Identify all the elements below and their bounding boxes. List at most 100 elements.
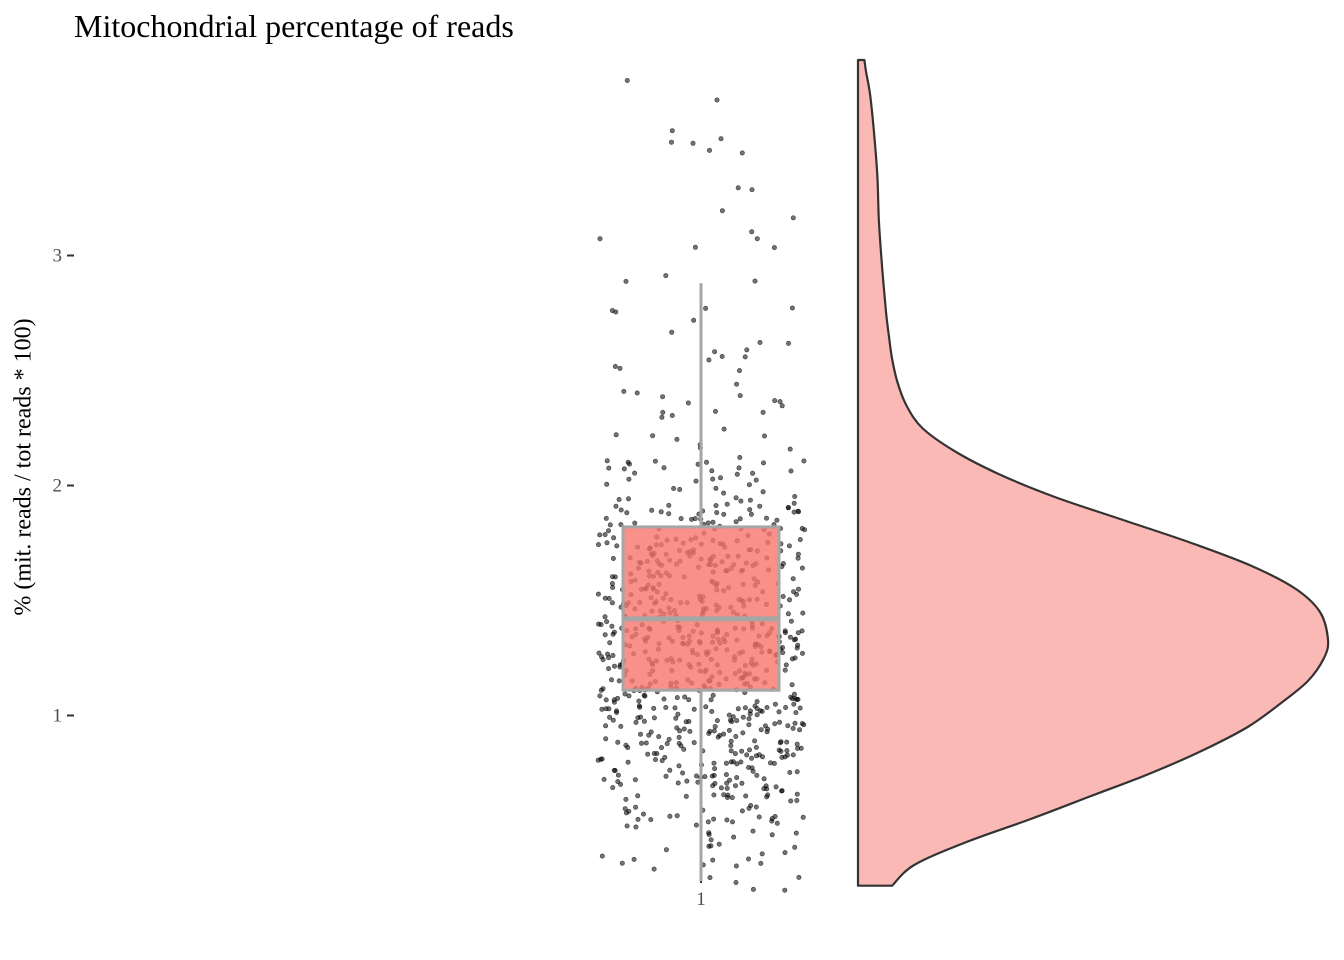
data-point [748,511,754,517]
data-point [785,611,791,617]
data-point [784,748,790,754]
data-point [606,465,612,471]
data-point [595,542,601,548]
data-point [795,642,801,648]
data-point [746,747,752,753]
data-point [726,727,732,733]
data-point [674,813,680,819]
data-point [734,718,740,724]
data-point [607,714,613,720]
data-point [772,701,778,707]
data-point [745,856,751,862]
data-point [693,822,699,828]
data-point [765,792,771,798]
data-point [713,485,719,491]
data-point [676,740,682,746]
data-point [785,340,791,346]
data-point [772,813,778,819]
data-point [797,705,803,711]
data-point [763,515,769,521]
data-point [638,740,644,746]
data-point [682,694,688,700]
data-point [794,797,800,803]
data-point [708,843,714,849]
data-point [604,619,610,625]
data-point [795,586,801,592]
data-point [726,712,732,718]
data-point [779,788,785,794]
data-point [723,772,729,778]
data-point [609,600,615,606]
data-point [737,393,743,399]
data-point [792,493,798,499]
data-point [656,734,662,740]
data-point [649,507,655,513]
data-point [797,727,803,733]
data-point [632,520,638,526]
data-point [729,819,735,825]
data-point [789,682,795,688]
data-point [739,748,745,754]
data-point [708,697,714,703]
data-point [662,754,668,760]
data-point [758,860,764,866]
data-point [774,820,780,826]
data-point [663,773,669,779]
data-point [733,495,739,501]
data-point [746,482,752,488]
data-point [651,705,657,711]
data-point [667,813,673,819]
data-point [712,349,718,355]
data-point [750,886,756,892]
data-point [793,710,799,716]
data-point [746,722,752,728]
data-point [727,777,733,783]
data-point [728,748,734,754]
data-point [659,414,665,420]
data-point [610,652,616,658]
data-point [716,841,722,847]
data-point [598,687,604,693]
data-point [752,278,758,284]
data-point [721,426,727,432]
data-point [782,887,788,893]
data-point [795,551,801,557]
data-point [760,460,766,466]
data-point [787,634,793,640]
data-point [782,667,788,673]
data-point [747,708,753,714]
data-point [705,520,711,526]
data-point [744,752,750,758]
data-point [709,773,715,779]
data-point [724,785,730,791]
data-point [687,728,693,734]
data-point [728,759,734,765]
data-point [718,785,724,791]
data-point [739,808,745,814]
data-point [640,811,646,817]
data-point [686,697,692,703]
data-point [669,329,675,335]
data-point [777,719,783,725]
data-point [738,498,744,504]
data-point [796,874,802,880]
data-point [743,793,749,799]
data-point [623,796,629,802]
data-point [646,732,652,738]
data-point [641,692,647,698]
violin-shape [856,58,1330,887]
data-point [791,637,797,643]
data-point [740,714,746,720]
data-point [771,245,777,251]
data-point [785,504,791,510]
data-point [705,819,711,825]
data-point [652,458,658,464]
data-point [710,692,716,698]
data-point [785,723,791,729]
data-point [596,621,602,627]
data-point [611,535,617,541]
data-point [795,508,801,514]
data-point [799,721,805,727]
data-point [799,565,805,571]
data-point [742,705,748,711]
